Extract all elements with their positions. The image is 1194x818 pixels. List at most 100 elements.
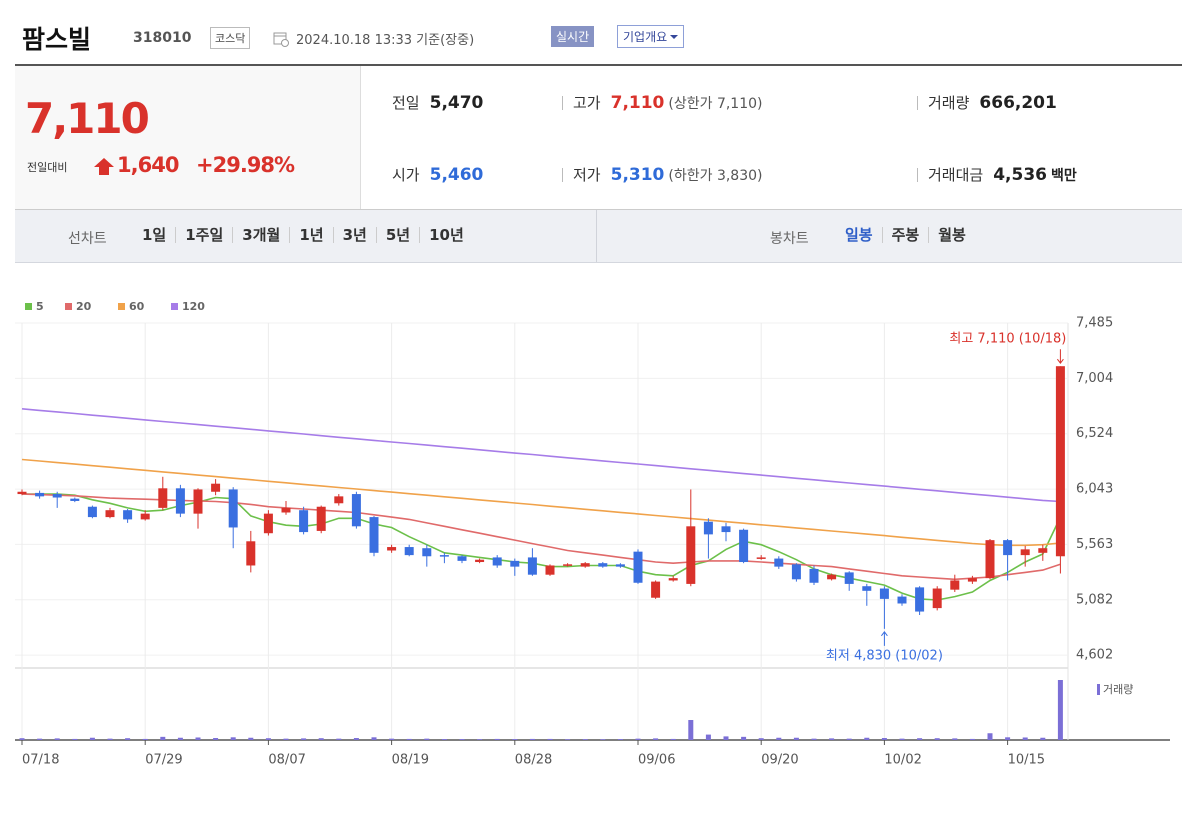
period-button[interactable]: 1년 xyxy=(289,227,332,243)
candle-body xyxy=(35,492,45,497)
candle-body xyxy=(228,489,238,528)
candle-body xyxy=(246,541,256,566)
candle-body xyxy=(299,510,309,533)
separator xyxy=(562,96,563,110)
x-tick-label: 10/02 xyxy=(884,753,921,768)
volume-bar xyxy=(389,738,395,740)
candle-body xyxy=(316,506,326,531)
summary-item: 고가 7,110 (상한가 7,110) xyxy=(573,92,762,113)
low-arrow xyxy=(881,631,888,646)
period-button[interactable]: 월봉 xyxy=(928,227,975,243)
period-button[interactable]: 일봉 xyxy=(845,226,873,244)
candle-body xyxy=(457,556,467,561)
candle-body xyxy=(87,506,97,518)
stock-name: 팜스빌 xyxy=(22,25,92,54)
y-tick-label: 7,004 xyxy=(1076,371,1113,386)
candle-body xyxy=(721,526,731,533)
divider xyxy=(15,64,1182,66)
volume-bar xyxy=(793,737,799,740)
x-tick-label: 10/15 xyxy=(1008,753,1045,768)
candle-body xyxy=(967,578,977,582)
summary-item: 전일 5,470 xyxy=(392,92,483,113)
period-button[interactable]: 1주일 xyxy=(175,227,232,243)
y-tick-label: 4,602 xyxy=(1076,648,1113,663)
period-button[interactable]: 10년 xyxy=(419,227,473,243)
volume-bar xyxy=(301,738,307,740)
candle-body xyxy=(809,568,819,583)
period-button[interactable]: 1일 xyxy=(142,226,167,244)
candle-body xyxy=(439,555,449,557)
candle-body xyxy=(827,574,837,580)
divider xyxy=(15,209,1182,210)
summary-value: 7,110 xyxy=(610,93,665,113)
candle-body xyxy=(387,547,397,551)
volume-bar xyxy=(653,738,659,740)
candle-body xyxy=(668,578,678,581)
volume-bar xyxy=(424,738,430,740)
separator xyxy=(596,210,597,262)
candle-body xyxy=(1038,548,1048,553)
candle-body xyxy=(422,548,432,557)
volume-bar xyxy=(899,738,905,740)
separator xyxy=(562,168,563,182)
candle-body xyxy=(281,507,291,513)
volume-bar xyxy=(565,739,571,740)
volume-bar xyxy=(635,738,641,740)
candle-body xyxy=(105,510,115,518)
separator xyxy=(917,168,918,182)
candle-body xyxy=(1003,540,1013,556)
volume-bar xyxy=(54,738,60,740)
volume-bar xyxy=(776,737,782,740)
volume-bar xyxy=(142,738,148,740)
volume-bar xyxy=(265,738,271,740)
summary-note: (하한가 3,830) xyxy=(668,168,763,184)
legend-swatch xyxy=(25,303,32,310)
up-arrow-icon xyxy=(94,158,114,175)
current-price: 7,110 xyxy=(25,94,150,143)
calendar-icon xyxy=(273,32,289,47)
candle-body xyxy=(17,491,27,495)
company-info-dropdown[interactable]: 기업개요 xyxy=(617,25,685,48)
volume-bar xyxy=(829,738,835,740)
volume-bar xyxy=(758,738,764,740)
summary-label: 전일 xyxy=(392,94,420,112)
price-change: 1,640 xyxy=(117,153,179,177)
volume-bar xyxy=(987,733,993,740)
period-button[interactable]: 3년 xyxy=(332,227,376,243)
summary-value: 4,536 xyxy=(993,165,1047,185)
volume-bar xyxy=(688,720,694,740)
volume-bar xyxy=(72,738,78,740)
period-button[interactable]: 주봉 xyxy=(881,227,929,243)
candle-body xyxy=(633,551,643,583)
candle-body xyxy=(598,563,608,567)
volume-bar xyxy=(512,739,518,740)
timestamp: 2024.10.18 13:33 기준(장중) xyxy=(296,33,475,48)
candle-body xyxy=(492,557,502,566)
candle-body xyxy=(774,558,784,567)
volume-bar xyxy=(600,739,606,740)
candle-body xyxy=(211,483,221,492)
summary-label: 고가 xyxy=(573,94,601,112)
volume-legend-swatch xyxy=(1097,684,1100,695)
summary-value: 5,310 xyxy=(610,165,665,185)
period-button[interactable]: 3개월 xyxy=(232,227,289,243)
line-periods: 1일 1주일 3개월 1년 3년 5년 10년 xyxy=(133,227,473,243)
period-button[interactable]: 5년 xyxy=(375,227,419,243)
candle-body xyxy=(686,526,696,584)
volume-bar xyxy=(582,739,588,740)
volume-bar xyxy=(230,737,236,740)
candle-body xyxy=(879,588,889,599)
realtime-button[interactable]: 실시간 xyxy=(551,26,595,47)
candle-body xyxy=(791,564,801,580)
summary-label: 거래량 xyxy=(928,94,970,112)
volume-bar xyxy=(529,738,535,740)
candle-body xyxy=(510,560,520,567)
summary-label: 거래대금 xyxy=(928,166,984,184)
period-nav xyxy=(15,210,1182,263)
candle-body xyxy=(615,564,625,567)
legend-swatch xyxy=(171,303,178,310)
volume-bar xyxy=(741,736,747,740)
volume-bar xyxy=(617,739,623,740)
